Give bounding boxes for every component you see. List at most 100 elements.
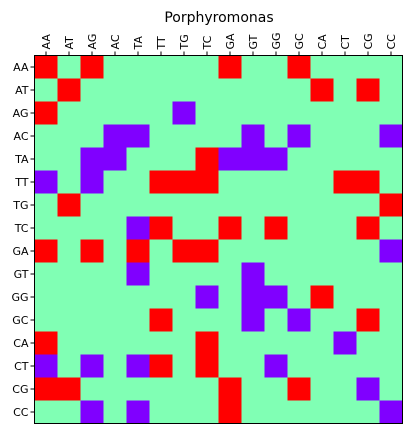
y-tick-label: AA xyxy=(13,61,29,74)
heatmap-cell xyxy=(57,239,81,263)
heatmap-cell xyxy=(356,331,380,355)
heatmap-cell xyxy=(287,377,311,401)
y-tick-label: AT xyxy=(15,84,29,97)
heatmap-cell xyxy=(103,331,127,355)
heatmap-cell xyxy=(310,78,334,102)
heatmap-cell xyxy=(80,354,104,378)
heatmap-cell xyxy=(379,377,403,401)
heatmap-cell xyxy=(172,400,196,424)
heatmap-cell xyxy=(287,239,311,263)
heatmap-cell xyxy=(126,78,150,102)
heatmap-cell xyxy=(57,354,81,378)
heatmap-cell xyxy=(172,193,196,217)
heatmap-cell xyxy=(34,308,58,332)
heatmap-cell xyxy=(57,124,81,148)
heatmap-cell xyxy=(195,147,219,171)
heatmap-cell xyxy=(218,55,242,79)
heatmap-cell xyxy=(195,239,219,263)
heatmap-cell xyxy=(333,193,357,217)
heatmap-cell xyxy=(264,170,288,194)
heatmap-cell xyxy=(80,377,104,401)
heatmap-cell xyxy=(310,55,334,79)
y-tick-label: GC xyxy=(12,314,29,327)
heatmap-cell xyxy=(241,400,265,424)
heatmap-cell xyxy=(241,124,265,148)
x-tick-label: AC xyxy=(109,34,122,49)
heatmap-cell xyxy=(264,354,288,378)
y-tick-label: TG xyxy=(12,199,28,212)
heatmap-cell xyxy=(218,331,242,355)
x-tick-label: TT xyxy=(155,36,168,51)
y-tick-label: GT xyxy=(14,268,29,281)
heatmap-cell xyxy=(34,262,58,286)
heatmap-cell xyxy=(34,331,58,355)
heatmap-cell xyxy=(103,55,127,79)
heatmap-cell xyxy=(80,193,104,217)
heatmap-cell xyxy=(195,101,219,125)
heatmap-cell xyxy=(80,331,104,355)
heatmap-cell xyxy=(126,55,150,79)
x-tick-label: AA xyxy=(40,34,53,50)
heatmap-cell xyxy=(264,55,288,79)
heatmap-cell xyxy=(126,124,150,148)
y-tick-label: AG xyxy=(13,107,29,120)
heatmap-cell xyxy=(80,55,104,79)
heatmap-cell xyxy=(57,308,81,332)
heatmap-cell xyxy=(287,262,311,286)
heatmap-cell xyxy=(195,78,219,102)
heatmap-cell xyxy=(310,354,334,378)
heatmap-cell xyxy=(264,101,288,125)
heatmap-cell xyxy=(264,308,288,332)
heatmap-cells xyxy=(34,55,403,424)
heatmap-cell xyxy=(34,377,58,401)
heatmap-cell xyxy=(126,331,150,355)
heatmap-cell xyxy=(172,170,196,194)
heatmap-cell xyxy=(241,193,265,217)
heatmap-cell xyxy=(57,377,81,401)
heatmap-cell xyxy=(218,147,242,171)
heatmap-cell xyxy=(195,170,219,194)
heatmap-cell xyxy=(310,101,334,125)
heatmap-cell xyxy=(103,170,127,194)
y-tick-label: TT xyxy=(14,176,29,189)
heatmap-cell xyxy=(379,170,403,194)
heatmap-cell xyxy=(379,331,403,355)
heatmap-cell xyxy=(333,170,357,194)
heatmap-cell xyxy=(241,285,265,309)
y-tick-label: GG xyxy=(11,291,28,304)
heatmap-cell xyxy=(241,101,265,125)
heatmap-cell xyxy=(264,193,288,217)
heatmap-cell xyxy=(172,216,196,240)
heatmap-cell xyxy=(149,239,173,263)
heatmap-cell xyxy=(333,239,357,263)
heatmap-cell xyxy=(34,216,58,240)
heatmap-cell xyxy=(149,124,173,148)
heatmap-cell xyxy=(103,308,127,332)
heatmap-cell xyxy=(356,262,380,286)
heatmap-cell xyxy=(287,308,311,332)
heatmap-cell xyxy=(241,55,265,79)
heatmap-cell xyxy=(126,147,150,171)
heatmap-cell xyxy=(57,216,81,240)
heatmap-cell xyxy=(264,124,288,148)
heatmap-cell xyxy=(310,331,334,355)
heatmap-cell xyxy=(57,147,81,171)
heatmap-cell xyxy=(379,400,403,424)
x-tick-label: GG xyxy=(270,32,283,49)
chart-title: Porphyromonas xyxy=(164,10,273,26)
heatmap-cell xyxy=(333,124,357,148)
heatmap-cell xyxy=(149,147,173,171)
heatmap-cell xyxy=(172,124,196,148)
heatmap-cell xyxy=(57,331,81,355)
heatmap-cell xyxy=(126,170,150,194)
heatmap-cell xyxy=(103,216,127,240)
heatmap-cell xyxy=(379,147,403,171)
heatmap-cell xyxy=(80,147,104,171)
heatmap-cell xyxy=(80,308,104,332)
heatmap-cell xyxy=(310,285,334,309)
y-tick-label: CA xyxy=(13,337,29,350)
heatmap-cell xyxy=(34,354,58,378)
heatmap-cell xyxy=(195,308,219,332)
heatmap-cell xyxy=(103,101,127,125)
